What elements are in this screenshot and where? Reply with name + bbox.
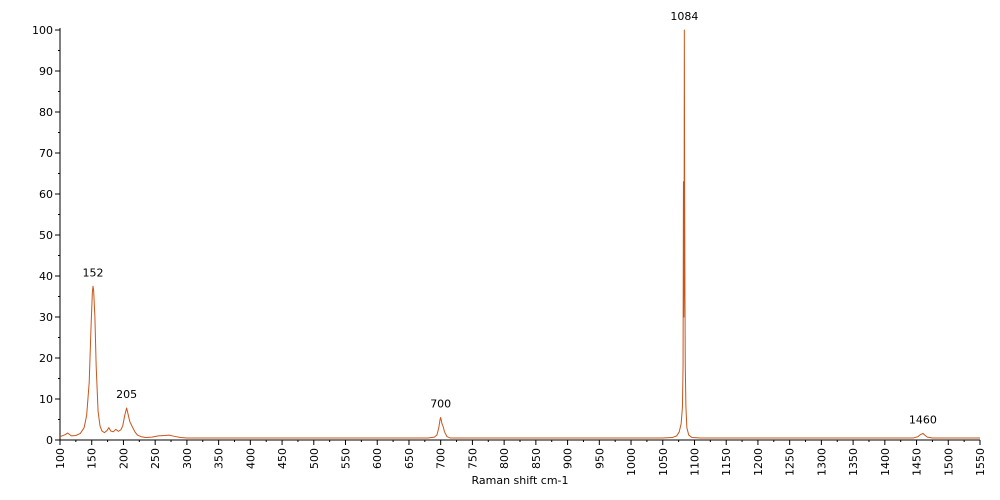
peak-label: 205 (116, 388, 137, 401)
x-axis-title: Raman shift cm-1 (471, 474, 568, 487)
x-tick-label: 750 (466, 448, 479, 469)
x-tick-label: 1150 (720, 448, 733, 476)
peak-label: 152 (82, 266, 103, 279)
y-tick-label: 0 (46, 434, 53, 447)
x-tick-label: 1550 (974, 448, 987, 476)
y-axis: 0 10 20 30 40 50 60 70 80 90 100 (32, 24, 61, 447)
y-tick-label: 20 (39, 352, 53, 365)
x-tick-label: 250 (149, 448, 162, 469)
y-tick-label: 70 (39, 147, 53, 160)
y-tick-label: 90 (39, 65, 53, 78)
x-tick-label: 500 (308, 448, 321, 469)
x-tick-label: 1000 (625, 448, 638, 476)
x-tick-label: 350 (213, 448, 226, 469)
x-tick-label: 900 (562, 448, 575, 469)
y-tick-label: 50 (39, 229, 53, 242)
x-tick-label: 200 (117, 448, 130, 469)
x-tick-label: 1450 (911, 448, 924, 476)
x-tick-label: 1050 (657, 448, 670, 476)
y-tick-label: 100 (32, 24, 53, 37)
x-tick-label: 1200 (752, 448, 765, 476)
x-tick-label: 1400 (879, 448, 892, 476)
x-tick-label: 600 (371, 448, 384, 469)
x-tick-label: 950 (593, 448, 606, 469)
x-tick-label: 1100 (688, 448, 701, 476)
x-tick-label: 700 (435, 448, 448, 469)
x-tick-label: 650 (403, 448, 416, 469)
peak-annotations: 152 205 700 1084 1460 (82, 10, 936, 426)
x-axis: 100 150 200 250 300 350 400 450 500 550 600 650 700 7… (54, 439, 987, 476)
y-tick-label: 80 (39, 106, 53, 119)
x-tick-label: 400 (244, 448, 257, 469)
x-tick-label: 1350 (847, 448, 860, 476)
x-tick-label: 850 (530, 448, 543, 469)
x-tick-label: 1300 (815, 448, 828, 476)
x-tick-label: 550 (340, 448, 353, 469)
y-tick-label: 40 (39, 270, 53, 283)
peak-label: 700 (430, 397, 451, 410)
x-tick-label: 300 (181, 448, 194, 469)
series-layer (59, 29, 980, 439)
peak-label: 1460 (909, 413, 937, 426)
x-tick-label: 1500 (942, 448, 955, 476)
x-tick-label: 1250 (784, 448, 797, 476)
y-tick-label: 30 (39, 311, 53, 324)
spectrum-line (59, 29, 980, 439)
x-tick-label: 150 (86, 448, 99, 469)
y-tick-label: 10 (39, 393, 53, 406)
x-tick-label: 800 (498, 448, 511, 469)
peak-label: 1084 (670, 10, 698, 23)
y-tick-label: 60 (39, 188, 53, 201)
x-tick-label: 450 (276, 448, 289, 469)
x-tick-label: 100 (54, 448, 67, 469)
